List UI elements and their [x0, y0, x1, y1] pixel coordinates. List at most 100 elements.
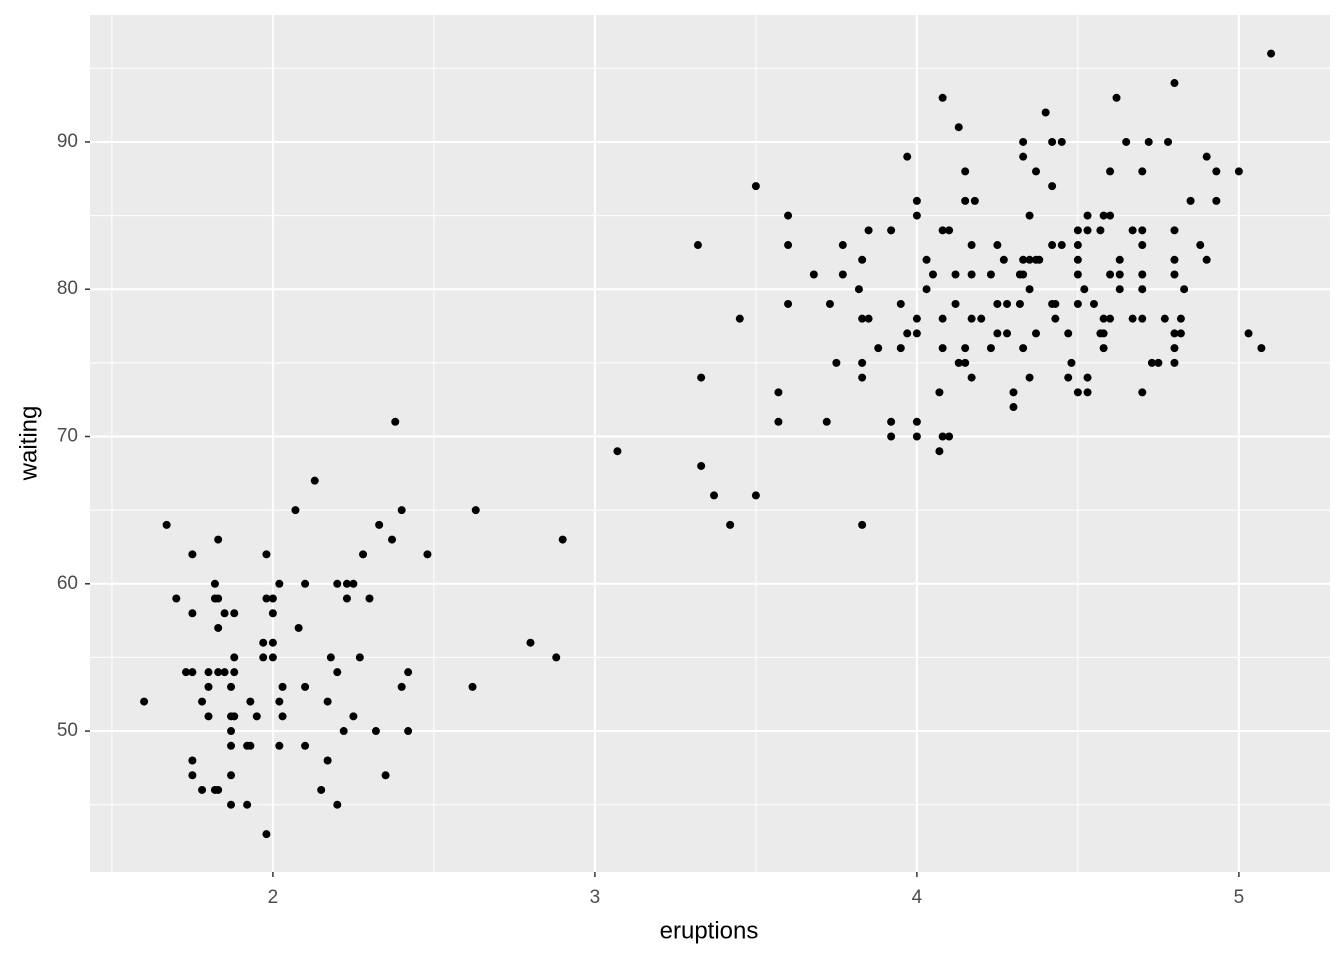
point	[1048, 182, 1057, 191]
point	[1073, 299, 1082, 308]
point	[1083, 373, 1092, 382]
point	[230, 609, 239, 618]
point	[1083, 226, 1092, 235]
point	[388, 535, 397, 544]
point	[230, 653, 239, 662]
point	[838, 241, 847, 250]
point	[1089, 299, 1098, 308]
point	[903, 152, 912, 161]
point	[323, 697, 332, 706]
point	[1025, 255, 1034, 264]
point	[1128, 226, 1137, 235]
point	[774, 388, 783, 397]
point	[188, 771, 197, 780]
point	[935, 447, 944, 456]
point	[938, 344, 947, 353]
point	[993, 241, 1002, 250]
point	[938, 432, 947, 441]
point	[301, 682, 310, 691]
point	[961, 167, 970, 176]
point	[210, 579, 219, 588]
point	[938, 226, 947, 235]
point	[1115, 285, 1124, 294]
point	[1154, 358, 1163, 367]
point	[986, 344, 995, 353]
point	[1170, 226, 1179, 235]
point	[912, 211, 921, 220]
point	[397, 682, 406, 691]
point	[1138, 270, 1147, 279]
point	[1057, 137, 1066, 146]
point	[1144, 137, 1153, 146]
point	[1180, 285, 1189, 294]
point	[349, 579, 358, 588]
point	[188, 668, 197, 677]
y-axis-title: waiting	[15, 406, 42, 482]
point	[1051, 299, 1060, 308]
point	[188, 550, 197, 559]
point	[858, 255, 867, 264]
point	[967, 314, 976, 323]
point	[1048, 241, 1057, 250]
point	[227, 727, 236, 736]
point	[204, 682, 213, 691]
point	[726, 520, 735, 529]
point	[326, 653, 335, 662]
point	[404, 727, 413, 736]
point	[874, 344, 883, 353]
point	[1003, 329, 1012, 338]
point	[162, 520, 171, 529]
point	[854, 285, 863, 294]
point	[809, 270, 818, 279]
point	[278, 712, 287, 721]
point	[323, 756, 332, 765]
point	[784, 241, 793, 250]
point	[967, 270, 976, 279]
point	[1138, 167, 1147, 176]
point	[294, 623, 303, 632]
point	[246, 697, 255, 706]
point	[230, 712, 239, 721]
point	[339, 727, 348, 736]
point	[204, 712, 213, 721]
point	[832, 358, 841, 367]
x-axis-title: eruptions	[660, 917, 759, 944]
y-tick-label: 80	[57, 278, 78, 299]
point	[1257, 344, 1266, 353]
point	[1115, 255, 1124, 264]
point	[751, 182, 760, 191]
point	[1106, 211, 1115, 220]
point	[375, 520, 384, 529]
y-tick-label: 70	[57, 426, 78, 447]
point	[945, 432, 954, 441]
point	[301, 741, 310, 750]
point	[333, 800, 342, 809]
point	[243, 800, 252, 809]
point	[365, 594, 374, 603]
point	[301, 579, 310, 588]
point	[214, 668, 223, 677]
point	[1067, 358, 1076, 367]
point	[220, 668, 229, 677]
point	[697, 373, 706, 382]
point	[1128, 314, 1137, 323]
point	[999, 255, 1008, 264]
point	[1202, 255, 1211, 264]
point	[1138, 285, 1147, 294]
point	[1064, 329, 1073, 338]
point	[1176, 329, 1185, 338]
point	[1099, 344, 1108, 353]
point	[262, 830, 271, 839]
point	[951, 270, 960, 279]
point	[1234, 167, 1243, 176]
point	[268, 609, 277, 618]
point	[1106, 270, 1115, 279]
point	[268, 653, 277, 662]
point	[912, 196, 921, 205]
point	[268, 638, 277, 647]
point	[1035, 255, 1044, 264]
point	[912, 314, 921, 323]
point	[333, 579, 342, 588]
y-tick-label: 90	[57, 131, 78, 152]
point	[922, 285, 931, 294]
